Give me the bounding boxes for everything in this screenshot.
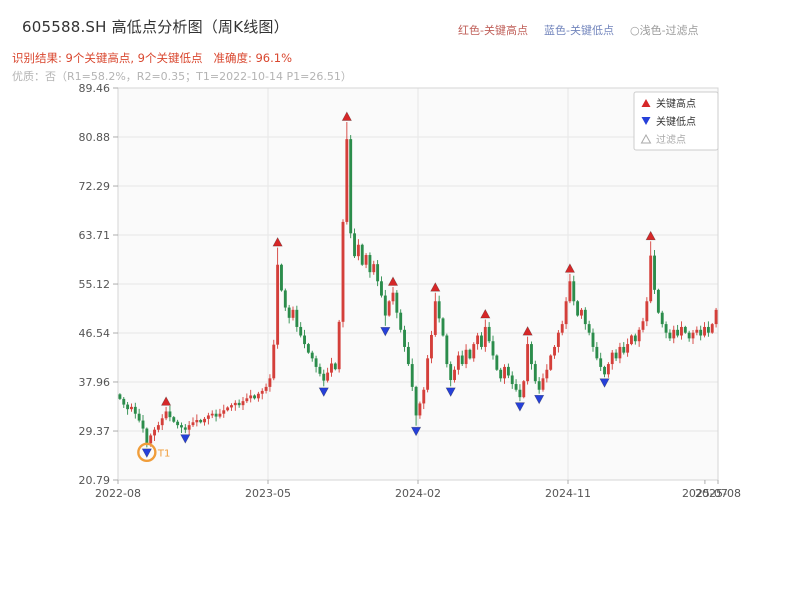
legend-filtered-label: ○浅色-过滤点 (629, 24, 699, 37)
key-high-marker (430, 282, 441, 292)
page-title: 605588.SH 高低点分析图（周K线图） (22, 18, 289, 36)
key-low-marker (141, 448, 152, 458)
legend-key-low-label: 蓝色-关键低点 (543, 24, 614, 37)
t1-label: T1 (157, 448, 170, 459)
y-axis-tick-label: 89.46 (79, 82, 111, 95)
candles-layer (118, 122, 718, 448)
y-axis-tick-label: 55.12 (79, 278, 111, 291)
key-low-marker (410, 426, 422, 437)
axis-labels: 89.46 80.88 72.29 63.71 55.12 46.54 37.96 29.37… (79, 82, 741, 500)
x-axis-tick-label: 2024-02 (395, 487, 441, 500)
x-axis-tick-label: 2025-08 (695, 487, 741, 500)
key-high-marker (522, 326, 533, 336)
y-axis-tick-label: 72.29 (79, 180, 111, 193)
legend-key-high-label: 红色-关键高点 (458, 24, 528, 37)
key-low-markers (141, 327, 610, 458)
y-axis-tick-label: 46.54 (79, 327, 111, 340)
key-low-marker (445, 387, 456, 397)
x-axis-tick-label: 2025-07 (682, 487, 728, 500)
key-high-markers (160, 111, 656, 406)
key-low-marker (599, 378, 610, 388)
key-low-marker (514, 402, 526, 412)
legend-low-icon (641, 117, 651, 125)
key-high-marker (272, 236, 283, 247)
key-high-marker (645, 230, 656, 241)
key-high-marker (341, 111, 352, 121)
quality-metrics-line: 优质：否（R1=58.2%，R2=0.35；T1=2022-10-14 P1=2… (12, 70, 352, 83)
y-axis-tick-label: 20.79 (79, 474, 111, 487)
x-axis-tick-label: 2022-08 (95, 487, 141, 500)
legend-filtered-text: 过滤点 (656, 133, 686, 146)
legend-high-text: 关键高点 (656, 97, 696, 110)
header-marker-legend: 红色-关键高点 蓝色-关键低点 ○浅色-过滤点 (458, 22, 699, 38)
key-low-marker (180, 434, 191, 444)
key-high-marker (160, 396, 172, 406)
y-axis-tick-label: 29.37 (79, 425, 111, 438)
key-high-marker (480, 308, 491, 319)
x-axis-tick-label: 2024-11 (545, 487, 591, 500)
key-low-marker (318, 387, 329, 397)
y-axis-tick-label: 63.71 (79, 229, 111, 242)
y-axis-tick-label: 80.88 (79, 131, 111, 144)
key-low-marker (534, 394, 545, 405)
key-high-marker (387, 276, 399, 286)
key-high-marker (564, 263, 576, 273)
legend-filtered-icon (640, 133, 652, 144)
legend-high-icon (641, 99, 651, 107)
t1-annotation: T1 (137, 442, 170, 463)
y-axis-tick-label: 37.96 (79, 376, 111, 389)
recognition-result-line: 识别结果: 9个关键高点, 9个关键低点 准确度: 96.1% (12, 51, 293, 65)
key-low-marker (380, 327, 391, 337)
x-axis-tick-label: 2023-05 (245, 487, 291, 500)
legend-low-text: 关键低点 (656, 115, 696, 128)
